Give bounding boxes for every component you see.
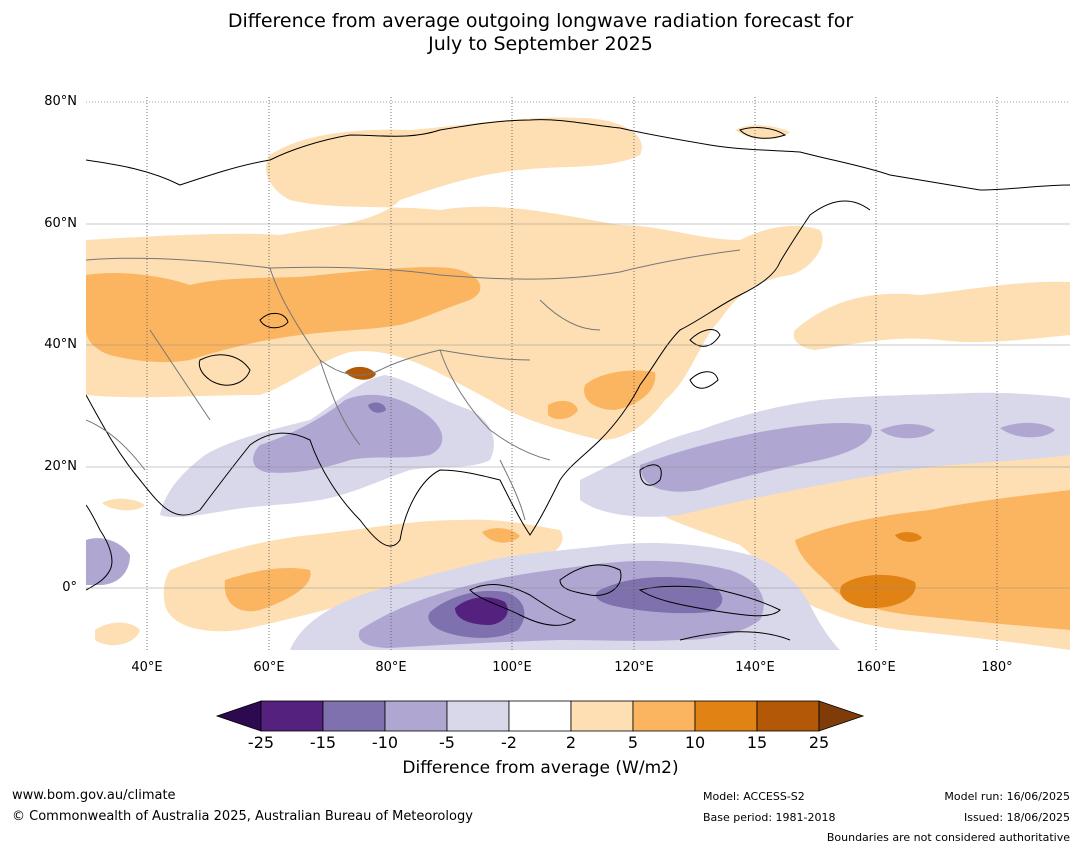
positive-anomaly-pacific-core2: [895, 532, 922, 542]
negative-anomaly-maritime-core2: [595, 577, 723, 614]
lon-label-80e: 80°E: [375, 660, 407, 675]
model-name: Model: ACCESS-S2: [703, 790, 805, 803]
issued-date: Issued: 18/06/2025: [963, 811, 1070, 824]
lon-label-40e: 40°E: [131, 660, 163, 675]
negative-anomaly-pacific-core3: [1000, 422, 1055, 438]
lon-gridlines: [146, 97, 998, 650]
positive-anomaly-africa: [95, 622, 140, 646]
negative-anomaly-west-pacific-core: [640, 422, 872, 492]
lat-label-80n: 80°N: [44, 94, 77, 109]
olr-anomaly-map: [86, 97, 1070, 650]
colorbar-swatch: [694, 700, 758, 732]
lon-label-140e: 140°E: [735, 660, 775, 675]
colorbar-tick-label: -15: [309, 733, 337, 752]
colorbar-tick-label: 5: [627, 733, 639, 752]
colorbar-tick-label: 10: [684, 733, 706, 752]
colorbar-title: Difference from average (W/m2): [402, 758, 679, 778]
positive-anomaly-pacific-core: [840, 574, 916, 609]
lat-label-40n: 40°N: [44, 337, 77, 352]
lat-label-20n: 20°N: [44, 459, 77, 474]
lat-gridlines: [86, 101, 1070, 589]
anomaly-fields: [86, 97, 1070, 650]
positive-anomaly-east-china: [584, 370, 656, 410]
colorbar-extend-low: [215, 700, 262, 732]
positive-anomaly-central-asia: [86, 267, 481, 363]
positive-anomaly-pakistan: [345, 366, 376, 380]
colorbar-tick-label: -5: [439, 733, 455, 752]
map-title-line1: Difference from average outgoing longwav…: [227, 10, 854, 32]
coastlines: [86, 119, 1070, 641]
website-link[interactable]: www.bom.gov.au/climate: [12, 788, 176, 803]
lon-label-100e: 100°E: [492, 660, 532, 675]
map-title-line2: July to September 2025: [428, 33, 653, 55]
positive-anomaly-arabia: [102, 498, 145, 511]
colorbar-swatch: [260, 700, 324, 732]
colorbar-swatches: [215, 700, 865, 732]
lon-label-60e: 60°E: [253, 660, 285, 675]
base-period: Base period: 1981-2018: [703, 811, 836, 824]
lon-label-120e: 120°E: [614, 660, 654, 675]
colorbar-swatch: [570, 700, 634, 732]
positive-anomaly-indian-ocean-core: [224, 568, 311, 612]
colorbar-tick-label: -10: [371, 733, 399, 752]
model-run-date: Model run: 16/06/2025: [944, 790, 1070, 803]
positive-anomaly-china-small: [548, 400, 578, 420]
colorbar-swatch: [384, 700, 448, 732]
colorbar-swatch: [756, 700, 820, 732]
colorbar-tick-label: 15: [746, 733, 768, 752]
boundary-disclaimer: Boundaries are not considered authoritat…: [826, 831, 1070, 844]
country-borders: [86, 249, 741, 521]
negative-anomaly-pacific-core2: [880, 424, 935, 439]
colorbar-swatch: [446, 700, 510, 732]
colorbar-tick-label: 2: [565, 733, 577, 752]
lat-label-60n: 60°N: [44, 216, 77, 231]
lon-label-160e: 160°E: [856, 660, 896, 675]
positive-anomaly-npacific: [793, 281, 1070, 350]
copyright-text: © Commonwealth of Australia 2025, Austra…: [12, 809, 473, 824]
lon-label-180: 180°: [981, 660, 1013, 675]
colorbar-tick-label: 25: [808, 733, 830, 752]
negative-anomaly-tibet-core: [368, 402, 386, 413]
negative-anomaly-africa: [86, 538, 130, 585]
colorbar-swatch: [508, 700, 572, 732]
colorbar-tick-label: -25: [247, 733, 275, 752]
colorbar-tick-label: -2: [501, 733, 517, 752]
negative-anomaly-india-core: [253, 394, 443, 473]
lat-label-0: 0°: [62, 580, 77, 595]
colorbar-swatch: [632, 700, 696, 732]
colorbar-swatch: [322, 700, 386, 732]
positive-anomaly-bay-core: [482, 528, 520, 543]
colorbar-extend-high: [818, 700, 865, 732]
